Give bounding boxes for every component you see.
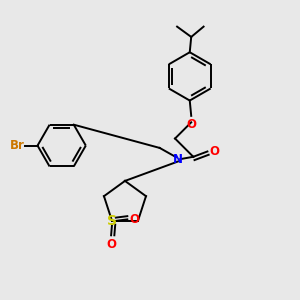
Text: O: O	[209, 145, 219, 158]
Text: O: O	[106, 238, 116, 250]
Text: N: N	[173, 153, 183, 166]
Text: O: O	[129, 213, 139, 226]
Text: S: S	[107, 214, 117, 228]
Text: Br: Br	[9, 139, 24, 152]
Text: O: O	[187, 118, 197, 130]
